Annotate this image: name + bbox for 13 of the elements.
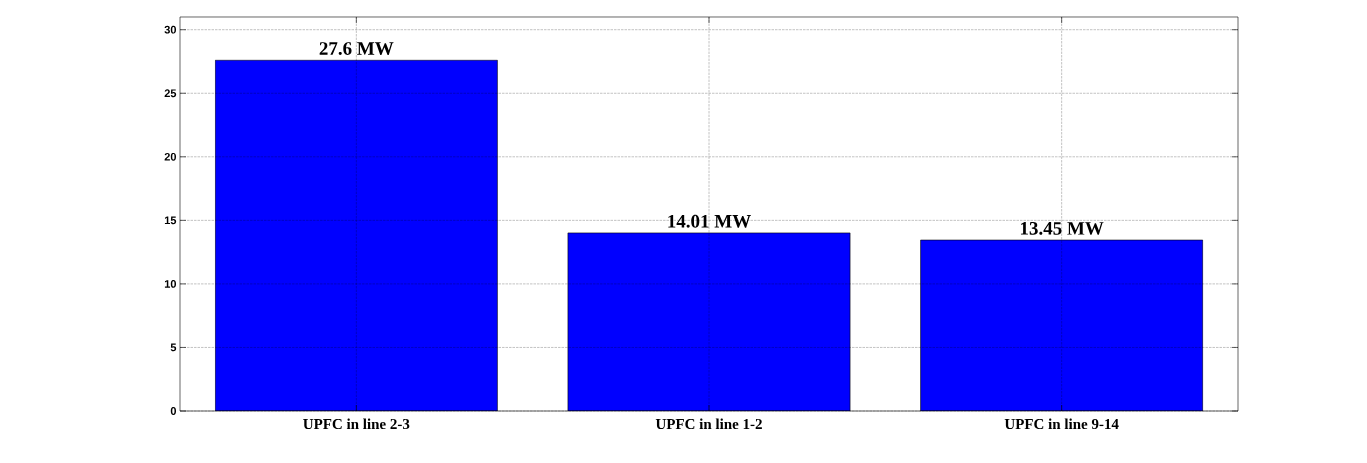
x-tick-label: UPFC in line 2-3 xyxy=(303,418,410,430)
y-tick-label: 5 xyxy=(170,343,177,352)
data-label: 27.6 MW xyxy=(319,42,394,55)
y-tick-label: 15 xyxy=(164,216,177,225)
x-tick-label: UPFC in line 1-2 xyxy=(655,418,762,430)
data-label: 13.45 MW xyxy=(1020,221,1104,235)
x-tick-label: UPFC in line 9-14 xyxy=(1004,418,1119,430)
y-tick-label: 20 xyxy=(164,152,177,161)
y-tick-label: 30 xyxy=(164,25,177,34)
y-tick-label: 0 xyxy=(170,407,177,415)
y-tick-label: 25 xyxy=(164,89,177,98)
data-label: 14.01 MW xyxy=(668,214,751,228)
y-tick-label: 10 xyxy=(164,280,177,288)
